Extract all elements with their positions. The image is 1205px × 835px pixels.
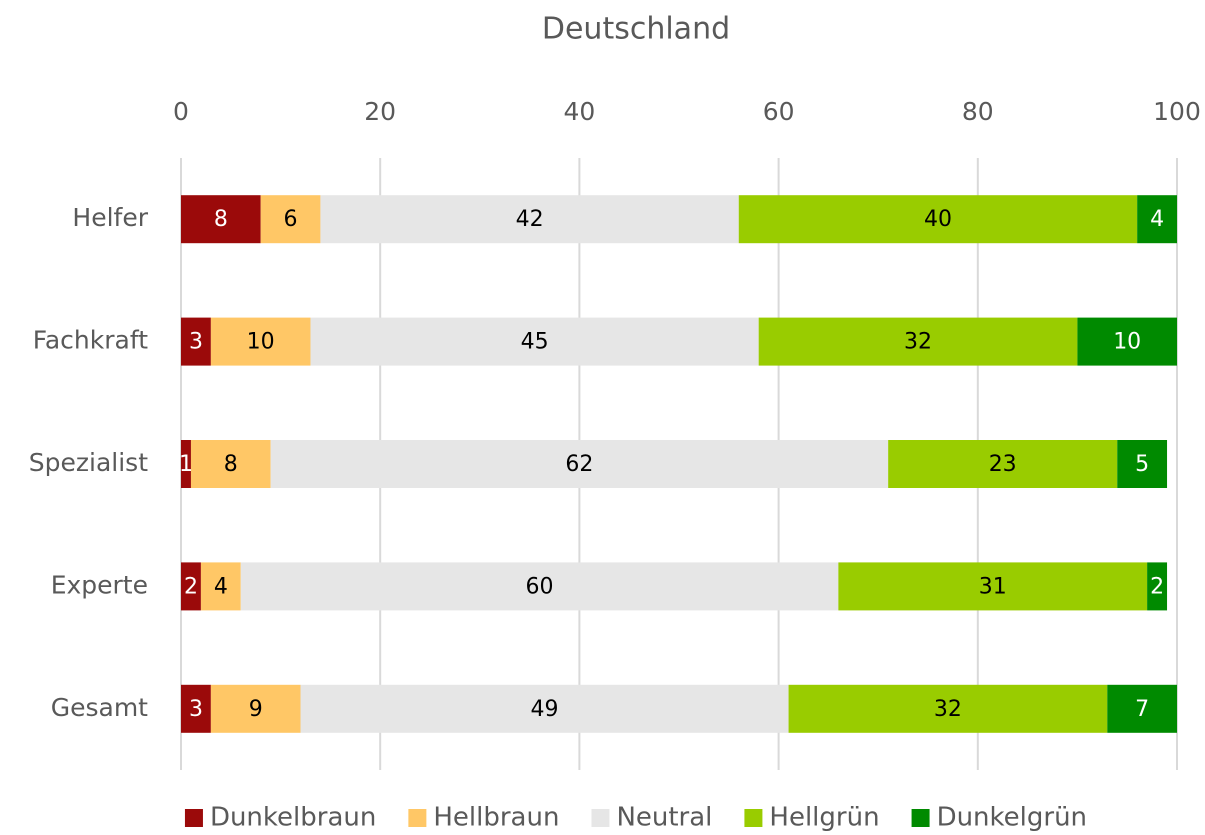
x-tick-label: 100 xyxy=(1153,97,1201,126)
bar-segment xyxy=(838,562,1148,611)
data-label: 8 xyxy=(214,207,228,232)
legend-swatch xyxy=(911,809,930,827)
bar-segment xyxy=(300,684,789,733)
bar-segment xyxy=(190,440,271,488)
x-tick-label: 40 xyxy=(563,97,595,126)
bar-segment xyxy=(240,562,839,611)
legend-label: Neutral xyxy=(616,803,712,833)
data-label: 3 xyxy=(189,330,203,355)
y-tick-label: Spezialist xyxy=(29,448,148,477)
x-tick-label: 0 xyxy=(173,97,189,126)
data-label: 2 xyxy=(1150,574,1164,599)
bar-segment xyxy=(210,317,311,366)
data-label: 42 xyxy=(516,207,544,232)
x-tick-label: 20 xyxy=(364,97,396,126)
bar-segment xyxy=(320,195,739,244)
data-label: 7 xyxy=(1135,697,1149,722)
bar-segment xyxy=(270,440,889,488)
data-label: 45 xyxy=(521,330,549,355)
bar-segment xyxy=(181,317,211,366)
bar-segment xyxy=(200,562,241,611)
data-label: 3 xyxy=(189,697,203,722)
y-tick-label: Gesamt xyxy=(51,693,148,722)
bar-segment xyxy=(788,684,1108,733)
legend-label: Hellbraun xyxy=(433,803,559,833)
bar-segment xyxy=(1107,684,1177,733)
data-label: 60 xyxy=(526,574,554,599)
data-label: 2 xyxy=(184,574,198,599)
legend-label: Dunkelgrün xyxy=(937,803,1087,833)
data-label: 31 xyxy=(979,574,1007,599)
bar-segment xyxy=(1147,562,1168,611)
legend-swatch xyxy=(591,809,610,827)
bar-segment xyxy=(758,317,1078,366)
bar-segment xyxy=(738,195,1138,244)
bar-segment xyxy=(310,317,759,366)
data-label: 49 xyxy=(531,697,559,722)
bar-segment xyxy=(1137,195,1177,244)
chart-title: Deutschland xyxy=(542,12,730,47)
data-label: 40 xyxy=(924,207,952,232)
data-label: 10 xyxy=(1113,330,1141,355)
data-label: 32 xyxy=(904,330,932,355)
legend-swatch xyxy=(408,809,427,827)
bar-segment xyxy=(181,684,211,733)
x-tick-label: 60 xyxy=(763,97,795,126)
data-label: 62 xyxy=(565,452,593,477)
legend-label: Dunkelbraun xyxy=(210,803,376,833)
data-label: 4 xyxy=(214,574,228,599)
data-label: 8 xyxy=(224,452,238,477)
data-label: 10 xyxy=(247,330,275,355)
data-label: 32 xyxy=(934,697,962,722)
data-label: 1 xyxy=(179,452,193,477)
bar-segment xyxy=(181,195,261,244)
y-tick-label: Experte xyxy=(51,570,148,599)
data-label: 5 xyxy=(1135,452,1149,477)
data-label: 23 xyxy=(989,452,1017,477)
legend-swatch xyxy=(744,809,763,827)
legend-swatch xyxy=(184,809,203,827)
bar-segment xyxy=(1077,317,1177,366)
y-tick-label: Fachkraft xyxy=(33,326,148,355)
data-label: 9 xyxy=(249,697,263,722)
bar-segment xyxy=(181,562,201,611)
data-label: 4 xyxy=(1150,207,1164,232)
bar-segment xyxy=(888,440,1118,488)
bar-segment xyxy=(210,684,301,733)
legend-label: Hellgrün xyxy=(769,803,879,833)
data-label: 6 xyxy=(284,207,298,232)
bar-segment xyxy=(1117,440,1168,488)
bar-segment xyxy=(260,195,321,244)
y-tick-label: Helfer xyxy=(72,203,148,232)
x-tick-label: 80 xyxy=(962,97,994,126)
bar-segment xyxy=(181,440,191,488)
